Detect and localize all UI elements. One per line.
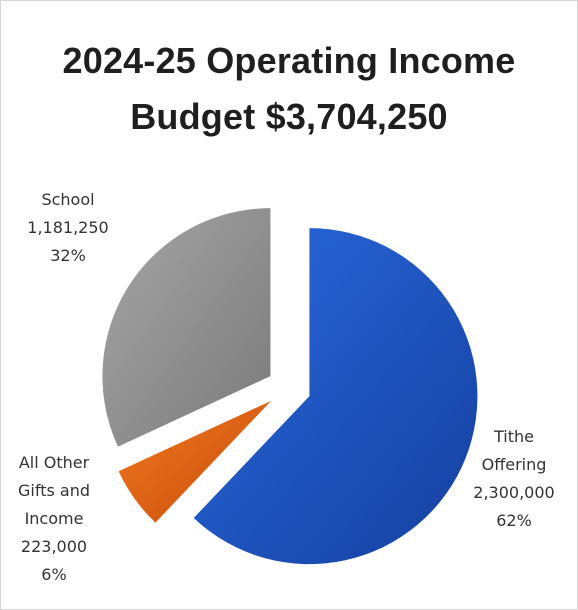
slice-label-school: School 1,181,250 32% bbox=[27, 190, 108, 265]
slice-label-tithe-offering: Tithe Offering 2,300,000 62% bbox=[473, 427, 554, 530]
slice-label-all-other-gifts-and-income: All Other Gifts and Income 223,000 6% bbox=[18, 453, 90, 584]
pie-slice-school bbox=[102, 208, 271, 447]
chart-subtitle: Budget $3,704,250 bbox=[130, 96, 448, 137]
pie-slice-tithe-offering bbox=[193, 228, 478, 565]
pie-slice-all-other-gifts-and-income bbox=[118, 400, 272, 523]
chart-title: 2024-25 Operating Income bbox=[62, 40, 516, 81]
